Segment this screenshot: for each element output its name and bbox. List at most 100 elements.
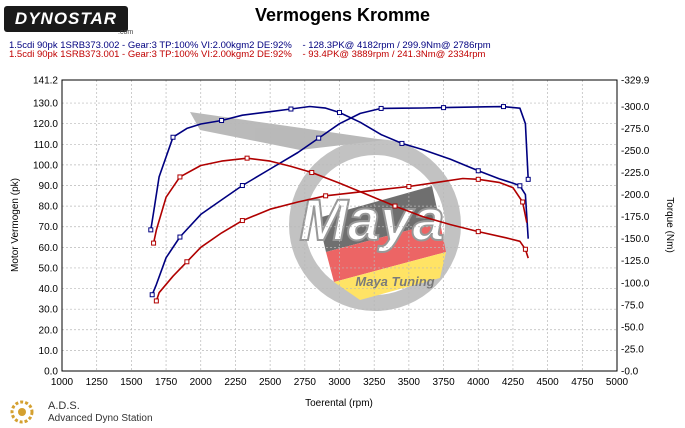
- y2-tick-label: -0.0: [621, 367, 639, 378]
- watermark-wing: [190, 112, 385, 150]
- grid: [61, 79, 618, 372]
- y2-tick-label: -200.0: [621, 190, 650, 201]
- y-tick-label: 130.0: [33, 99, 58, 110]
- data-point-marker: [239, 183, 245, 189]
- axes: [61, 79, 618, 372]
- x-tick-label: 3000: [328, 377, 351, 388]
- data-point-marker: [501, 104, 507, 110]
- data-point-marker: [177, 174, 183, 180]
- data-point-marker: [151, 240, 157, 246]
- y-tick-label: 110.0: [34, 140, 59, 151]
- series-line: [150, 105, 529, 239]
- y-tick-label: 40.0: [39, 284, 59, 295]
- watermark-subtitle: Maya Tuning: [355, 274, 434, 289]
- data-point-marker: [148, 227, 154, 233]
- x-axis-title: Toerental (rpm): [305, 398, 373, 409]
- data-point-marker: [323, 193, 329, 199]
- x-tick-label: 3750: [432, 377, 455, 388]
- ads-footer: A.D.S. Advanced Dyno Station: [8, 398, 208, 426]
- y-tick-label: 60.0: [39, 243, 59, 254]
- flag-red-band: [326, 222, 446, 282]
- series-line: [152, 157, 529, 259]
- x-tick-label: 3500: [398, 377, 421, 388]
- x-tick-label: 2500: [259, 377, 282, 388]
- data-point-marker: [392, 203, 398, 209]
- legend-entry-run-001: 1.5cdi 90pk 1SRB373.001 - Gear:3 TP:100%…: [9, 49, 486, 60]
- data-point-marker: [517, 183, 523, 189]
- data-point-marker: [399, 140, 405, 146]
- data-point-marker: [244, 155, 250, 161]
- watermark-brand: Maya: [299, 188, 444, 253]
- data-point-marker: [475, 168, 481, 174]
- maya-tuning-watermark: Maya Maya Tuning: [190, 112, 461, 311]
- y2-tick-label: -150.0: [621, 234, 650, 245]
- y-tick-label: 30.0: [39, 305, 59, 316]
- x-tick-label: 1750: [155, 377, 178, 388]
- series-layer: [148, 104, 531, 304]
- y2-tick-label: -250.0: [621, 146, 650, 157]
- data-point-marker: [475, 176, 481, 182]
- data-point-marker: [184, 259, 190, 265]
- footer-subtitle: Advanced Dyno Station: [48, 413, 153, 424]
- data-point-marker: [149, 292, 155, 298]
- ads-gear-icon: [10, 400, 34, 424]
- x-tick-label: 4000: [467, 377, 490, 388]
- data-point-marker: [316, 135, 322, 141]
- tick-labels: 1000 1250 1500 1750 2000 2250 2500 2750 3000 3250…: [33, 76, 650, 389]
- x-tick-label: 4750: [571, 377, 594, 388]
- y2-axis-title: Torque (Nm): [664, 197, 675, 253]
- y2-tick-label: -300.0: [621, 102, 650, 113]
- y-tick-label: 120.0: [33, 119, 58, 130]
- y-tick-label: 141.2: [33, 76, 58, 87]
- data-point-marker: [219, 117, 225, 123]
- y-tick-label: 100.0: [33, 160, 58, 171]
- data-point-marker: [288, 106, 294, 112]
- x-tick-label: 1250: [86, 377, 109, 388]
- data-point-marker: [378, 105, 384, 111]
- dynostar-logo: DYNOSTAR: [4, 6, 128, 32]
- legend-entry-run-002: 1.5cdi 90pk 1SRB373.002 - Gear:3 TP:100%…: [9, 40, 491, 51]
- y2-tick-label: -275.0: [621, 124, 650, 135]
- x-tick-label: 4250: [502, 377, 525, 388]
- chart-title: Vermogens Kromme: [254, 5, 431, 25]
- plot-frame: [61, 79, 618, 372]
- y2-tick-label: -25.0: [621, 344, 644, 355]
- x-tick-label: 5000: [606, 377, 629, 388]
- data-point-marker: [520, 199, 526, 205]
- data-point-marker: [522, 246, 528, 252]
- data-point-marker: [525, 176, 531, 182]
- data-point-marker: [406, 184, 412, 190]
- y2-tick-label: -225.0: [621, 168, 650, 179]
- x-tick-label: 1000: [51, 377, 74, 388]
- x-tick-label: 3250: [363, 377, 386, 388]
- flag-gold-band: [334, 252, 446, 300]
- x-tick-label: 2000: [190, 377, 213, 388]
- y2-tick-label: -175.0: [621, 212, 650, 223]
- flag-black-band: [318, 186, 440, 252]
- footer-name: A.D.S.: [48, 400, 80, 412]
- data-point-marker: [309, 170, 315, 176]
- data-point-marker: [475, 229, 481, 235]
- data-point-marker: [239, 218, 245, 224]
- x-tick-label: 4500: [537, 377, 560, 388]
- y2-tick-label: -125.0: [621, 256, 650, 267]
- data-point-marker: [170, 134, 176, 140]
- y-axis-title: Motor Vermogen (pk): [10, 178, 21, 272]
- data-point-marker: [337, 110, 342, 116]
- y-tick-label: 90.0: [39, 181, 59, 192]
- y2-tick-label: -75.0: [621, 300, 644, 311]
- y-tick-label: 50.0: [39, 263, 59, 274]
- y-tick-label: 10.0: [39, 346, 59, 357]
- y2-tick-label: -329.9: [621, 76, 650, 87]
- y-tick-label: 20.0: [39, 325, 59, 336]
- y2-tick-label: -100.0: [621, 278, 650, 289]
- data-point-marker: [441, 105, 447, 111]
- y2-tick-label: -50.0: [621, 322, 644, 333]
- y-tick-label: 0.0: [44, 367, 58, 378]
- y-tick-label: 70.0: [39, 222, 59, 233]
- x-tick-label: 1500: [120, 377, 143, 388]
- logo-suffix: .com: [118, 29, 134, 36]
- data-point-marker: [153, 298, 159, 304]
- y-tick-label: 80.0: [39, 202, 59, 213]
